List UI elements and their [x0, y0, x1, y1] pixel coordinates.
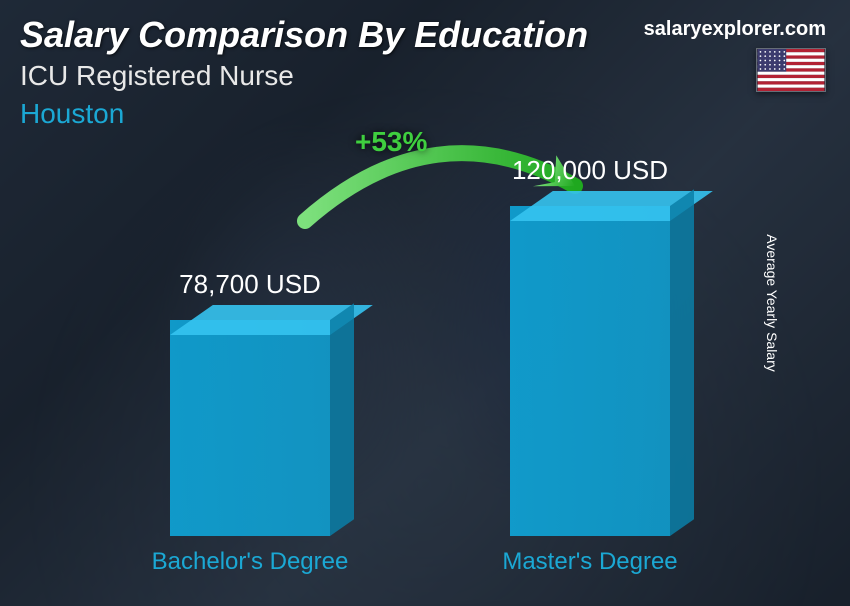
page-title: Salary Comparison By Education: [20, 14, 588, 56]
bar-group: 120,000 USDMaster's Degree: [480, 166, 700, 576]
bar-front-face: [510, 206, 670, 536]
content-layer: Salary Comparison By Education ICU Regis…: [0, 0, 850, 606]
bar-value-label: 120,000 USD: [480, 155, 700, 186]
location-label: Houston: [20, 98, 124, 130]
bar-3d: [510, 206, 670, 536]
bar-category-label: Master's Degree: [480, 548, 700, 576]
bar-group: 78,700 USDBachelor's Degree: [140, 280, 360, 576]
chart-area: +53% 78,700 USDBachelor's Degree120,000 …: [80, 136, 780, 576]
bar-side-face: [670, 189, 694, 536]
increase-percentage: +53%: [355, 126, 427, 158]
bar-front-face: [170, 320, 330, 536]
brand-label: salaryexplorer.com: [644, 18, 826, 41]
bar-value-label: 78,700 USD: [140, 269, 360, 300]
bar-3d: [170, 320, 330, 536]
flag-icon: [756, 48, 826, 92]
bar-side-face: [330, 303, 354, 536]
job-title: ICU Registered Nurse: [20, 60, 294, 92]
bar-category-label: Bachelor's Degree: [140, 548, 360, 576]
